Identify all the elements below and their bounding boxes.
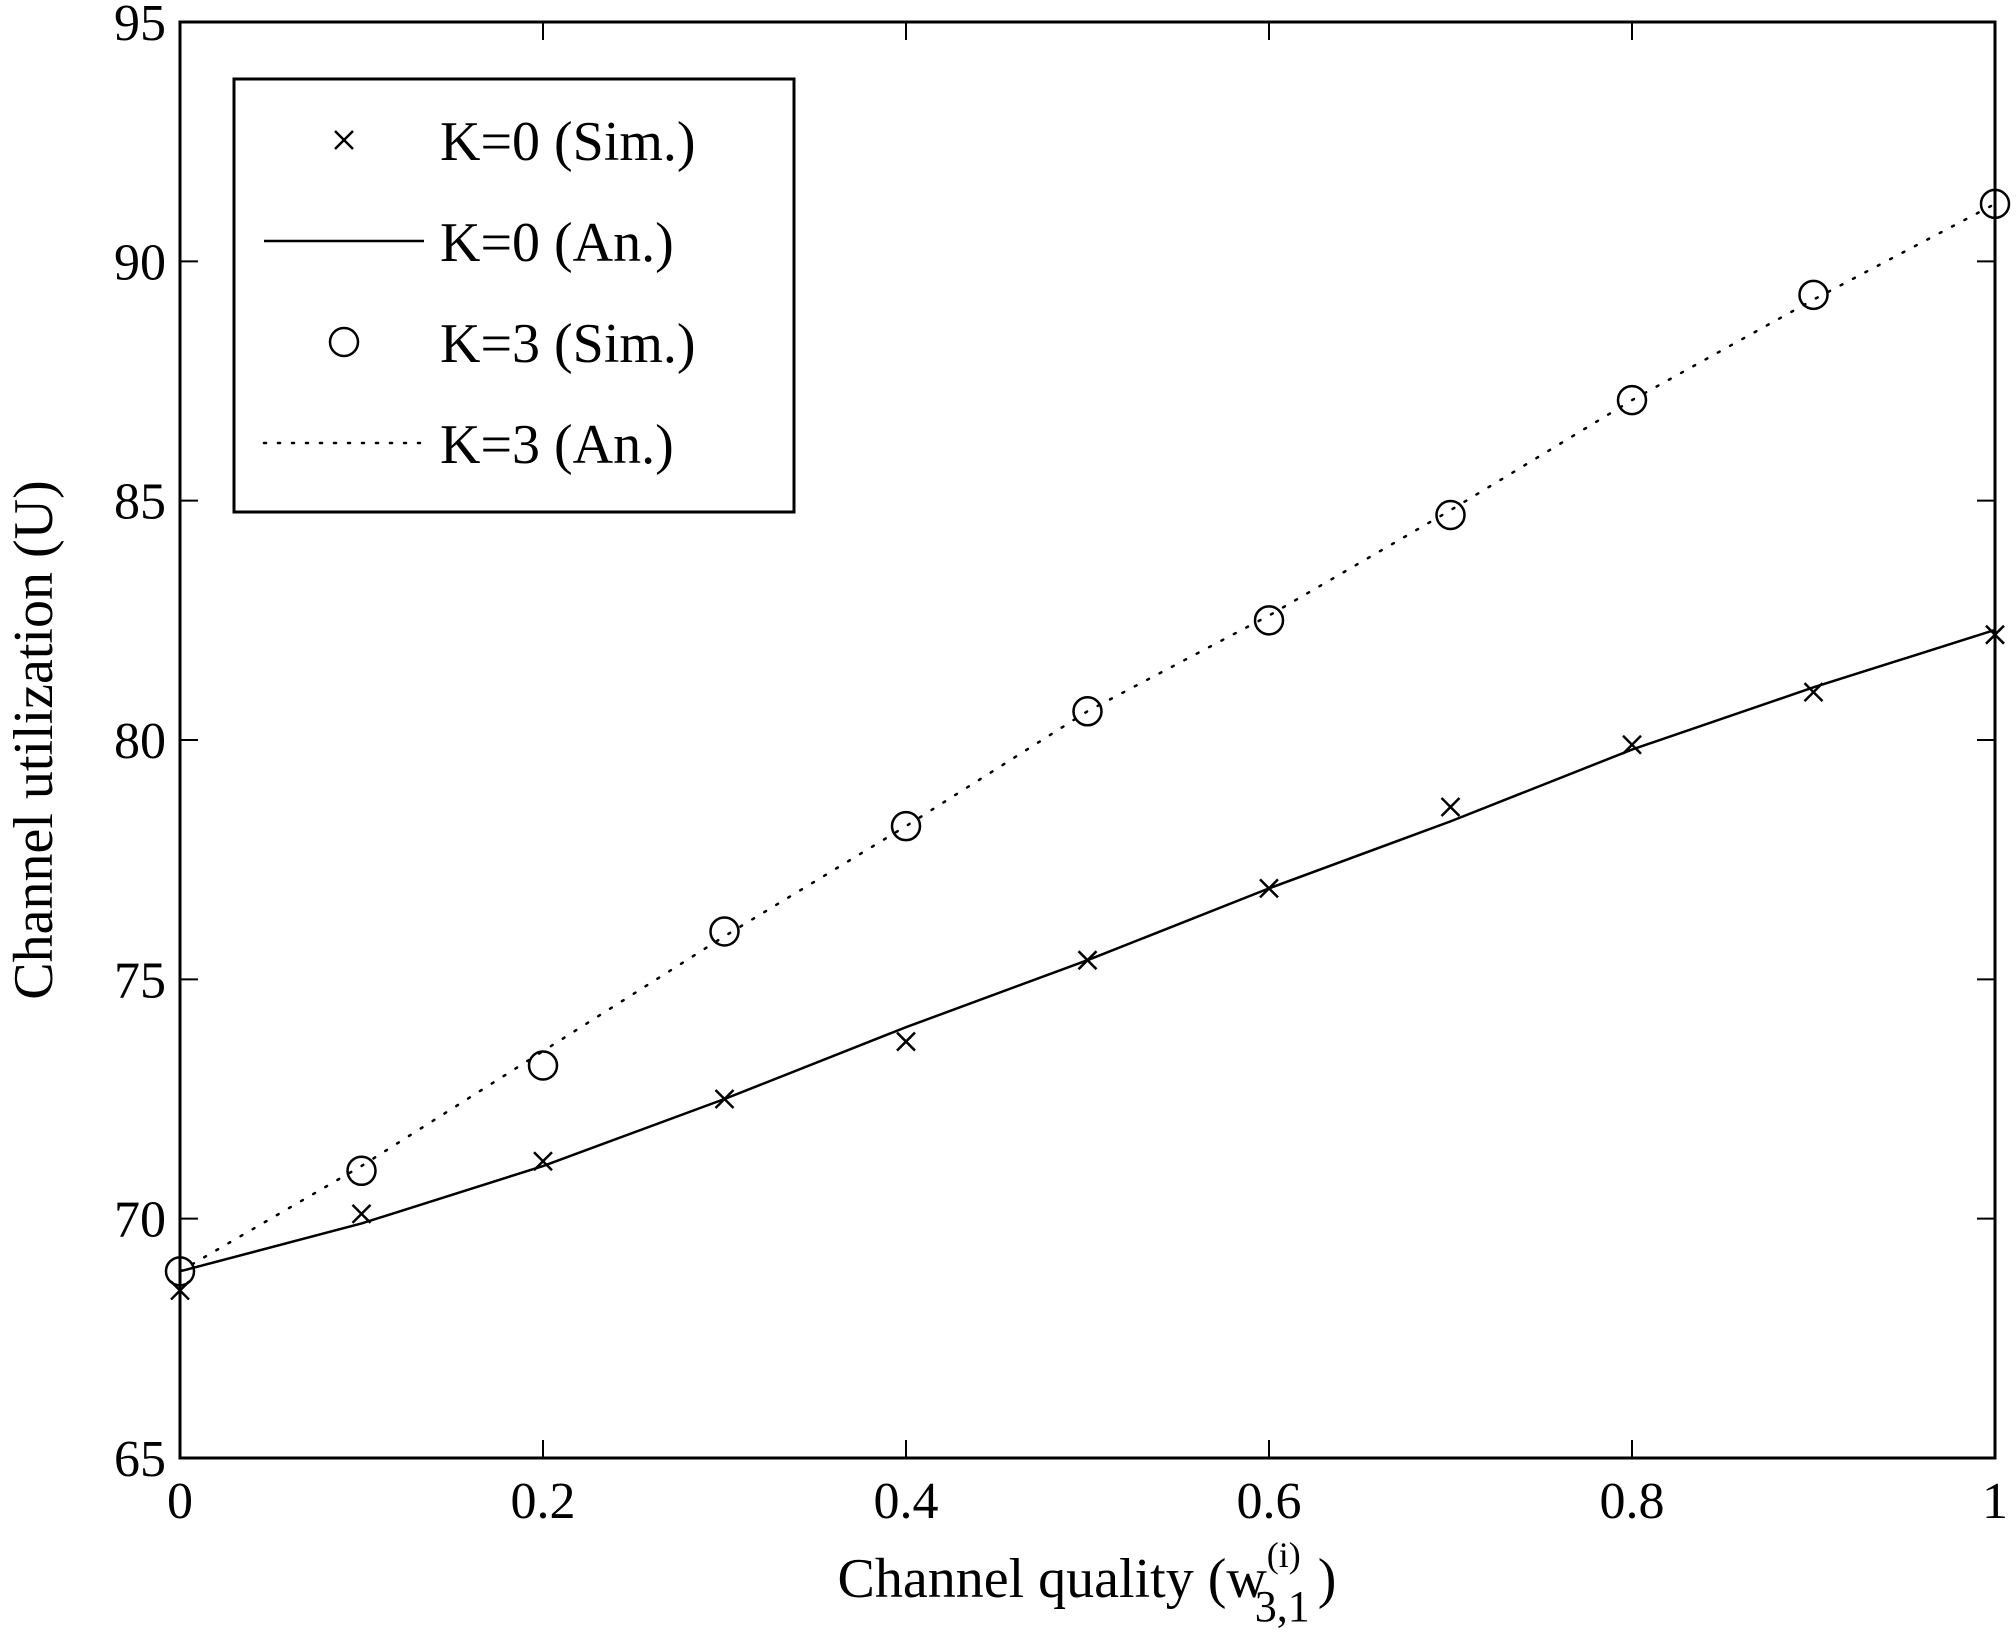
series-2: [164, 188, 2011, 1287]
data-point: [1616, 384, 1648, 416]
y-tick-label: 95: [114, 0, 166, 52]
data-point: [527, 1050, 559, 1081]
y-tick-label: 65: [114, 1431, 166, 1488]
x-axis-label: Channel quality (w(i) 3,1): [838, 1535, 1337, 1631]
data-point: [346, 1155, 377, 1187]
data-point: [896, 1031, 916, 1052]
x-tick-label: 1: [1982, 1473, 2008, 1530]
data-point: [164, 1256, 196, 1287]
legend-symbol: [328, 326, 360, 358]
y-tick-label: 75: [114, 952, 166, 1009]
series-line: [179, 628, 1996, 1273]
data-point: [709, 916, 740, 947]
legend-box: [232, 77, 796, 514]
legend-label-k3-sim: K=3 (Sim.): [440, 313, 696, 375]
legend-label-k0-sim: K=0 (Sim.): [440, 111, 696, 173]
series-3: [178, 202, 1997, 1273]
data-point: [1253, 605, 1285, 636]
series-layer: [164, 188, 2011, 1301]
legend-label-k0-an: K=0 (An.): [440, 212, 674, 274]
x-axis-label-subscript: 3,1: [1255, 1582, 1310, 1631]
data-point: [1072, 696, 1103, 727]
y-tick-label: 90: [114, 234, 166, 291]
legend-label-k3-an: K=3 (An.): [440, 414, 674, 476]
y-axis-label: Channel utilization (U): [3, 480, 65, 999]
x-tick-label: 0.4: [874, 1473, 939, 1530]
x-axis-label-superscript: (i): [1267, 1535, 1301, 1575]
data-point: [1435, 499, 1466, 531]
data-point: [351, 1203, 372, 1224]
data-point: [1985, 624, 2005, 645]
y-tick-label: 80: [114, 713, 166, 770]
x-tick-label: 0.6: [1237, 1473, 1302, 1530]
x-tick-label: 0.2: [511, 1473, 576, 1530]
legend: K=0 (Sim.) K=0 (An.) K=3 (Sim.) K=3 (An.…: [232, 77, 796, 514]
series-1: [179, 628, 1996, 1273]
data-point: [1979, 188, 2011, 220]
series-line: [178, 202, 1997, 1273]
data-point: [1440, 797, 1461, 817]
y-tick-label: 70: [114, 1192, 166, 1249]
legend-symbols: [262, 130, 426, 445]
legend-symbol: [334, 130, 354, 150]
x-tick-label: 0.8: [1600, 1473, 1665, 1530]
x-tick-label: 0: [167, 1473, 193, 1530]
data-point: [890, 810, 922, 842]
x-axis-ticks: 0 0.2 0.4 0.6 0.8 1: [167, 22, 2008, 1530]
y-axis-ticks: 65 70 75 80 85 90 95: [114, 0, 1995, 1488]
y-tick-label: 85: [114, 474, 166, 531]
x-axis-label-suffix: ): [1318, 1548, 1337, 1610]
x-axis-label-main: Channel quality (w: [838, 1548, 1268, 1610]
data-point: [1798, 279, 1829, 311]
